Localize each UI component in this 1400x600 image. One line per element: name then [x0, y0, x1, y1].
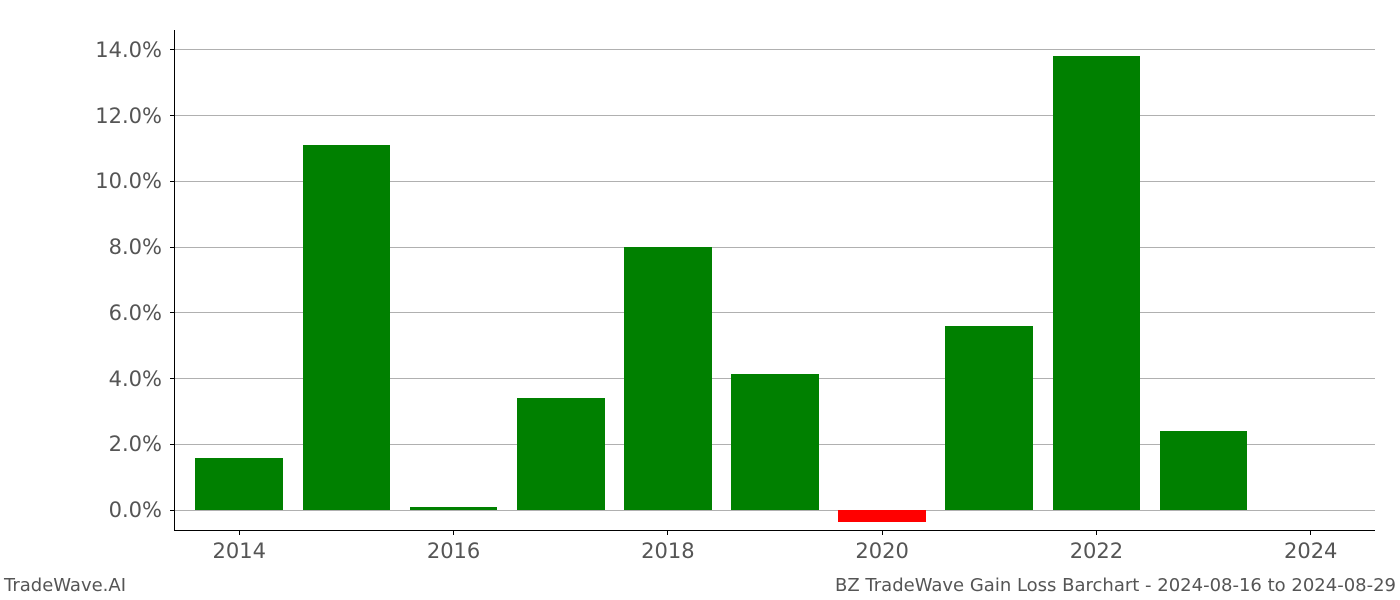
- bar: [410, 507, 498, 510]
- bar: [1053, 56, 1141, 510]
- xtick-label: 2014: [213, 539, 266, 563]
- ytick-label: 0.0%: [0, 498, 162, 522]
- xtick-label: 2020: [855, 539, 908, 563]
- gridline: [175, 115, 1375, 116]
- bar: [1160, 431, 1248, 510]
- xtick-label: 2024: [1284, 539, 1337, 563]
- ytick-label: 12.0%: [0, 104, 162, 128]
- axis-spine-bottom: [174, 530, 1375, 531]
- bar: [838, 510, 926, 522]
- chart-canvas: TradeWave.AI BZ TradeWave Gain Loss Barc…: [0, 0, 1400, 600]
- bar: [303, 145, 391, 510]
- ytick-label: 14.0%: [0, 38, 162, 62]
- bar: [945, 326, 1033, 510]
- bar: [624, 247, 712, 510]
- bar: [731, 374, 819, 511]
- ytick-label: 2.0%: [0, 432, 162, 456]
- xtick-label: 2022: [1070, 539, 1123, 563]
- xtick-label: 2016: [427, 539, 480, 563]
- axis-spine-left: [174, 30, 175, 530]
- footer-right-text: BZ TradeWave Gain Loss Barchart - 2024-0…: [835, 575, 1396, 596]
- bar: [517, 398, 605, 510]
- bar: [195, 458, 283, 511]
- footer-left-text: TradeWave.AI: [4, 575, 126, 596]
- ytick-label: 4.0%: [0, 367, 162, 391]
- ytick-label: 6.0%: [0, 301, 162, 325]
- gridline: [175, 49, 1375, 50]
- ytick-label: 10.0%: [0, 169, 162, 193]
- ytick-label: 8.0%: [0, 235, 162, 259]
- xtick-label: 2018: [641, 539, 694, 563]
